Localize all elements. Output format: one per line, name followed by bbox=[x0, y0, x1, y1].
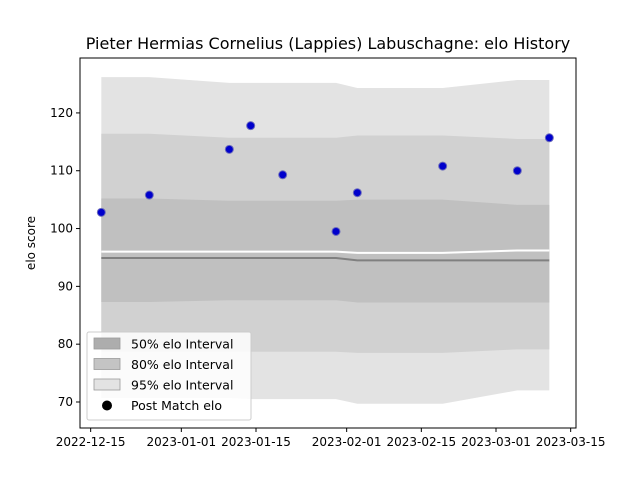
interval-bands bbox=[101, 77, 550, 404]
y-tick-label: 90 bbox=[58, 279, 73, 293]
data-point bbox=[224, 144, 234, 154]
plot-frame bbox=[79, 57, 577, 429]
legend-box bbox=[86, 331, 252, 421]
data-point bbox=[144, 190, 154, 200]
median-line bbox=[101, 257, 550, 262]
data-point bbox=[544, 133, 554, 143]
legend-swatch bbox=[93, 337, 121, 350]
data-point bbox=[331, 226, 341, 236]
data-point bbox=[438, 161, 448, 171]
data-point bbox=[512, 166, 522, 176]
legend-marker bbox=[102, 400, 112, 411]
legend-swatch bbox=[93, 378, 121, 391]
x-tick-label: 2023-01-01 bbox=[146, 435, 216, 449]
y-axis-ticks: 70 80 90 100 110 120 bbox=[50, 106, 80, 409]
x-tick-label: 2023-02-15 bbox=[386, 435, 456, 449]
chart-title: Pieter Hermias Cornelius (Lappies) Labus… bbox=[86, 34, 571, 53]
y-tick-label: 120 bbox=[50, 106, 73, 120]
y-tick-label: 100 bbox=[50, 222, 73, 236]
legend-label: 50% elo Interval bbox=[131, 337, 233, 352]
x-tick-label: 2022-12-15 bbox=[56, 435, 126, 449]
y-axis-label: elo score bbox=[24, 216, 38, 270]
legend-label: 95% elo Interval bbox=[131, 378, 233, 393]
post-match-points bbox=[96, 121, 554, 236]
data-point bbox=[278, 170, 288, 180]
median-lines bbox=[101, 249, 550, 262]
y-tick-label: 70 bbox=[58, 395, 73, 409]
y-tick-label: 80 bbox=[58, 337, 73, 351]
data-point bbox=[352, 188, 362, 198]
y-tick-label: 110 bbox=[50, 164, 73, 178]
x-tick-label: 2023-01-15 bbox=[221, 435, 291, 449]
x-tick-label: 2023-03-15 bbox=[536, 435, 606, 449]
data-point bbox=[96, 207, 106, 217]
x-axis-ticks: 2022-12-15 2023-01-01 2023-01-15 2023-02-01… bbox=[56, 428, 606, 449]
legend: 50% elo Interval 80% elo Interval 95% elo … bbox=[86, 331, 252, 421]
data-point bbox=[246, 121, 256, 131]
white-line bbox=[101, 249, 550, 254]
legend-label: 80% elo Interval bbox=[131, 357, 233, 372]
band-50-percent bbox=[101, 198, 550, 303]
legend-swatch bbox=[93, 358, 121, 370]
x-tick-label: 2023-03-01 bbox=[461, 435, 531, 449]
x-tick-label: 2023-02-01 bbox=[312, 435, 382, 449]
legend-label: Post Match elo bbox=[131, 398, 222, 413]
